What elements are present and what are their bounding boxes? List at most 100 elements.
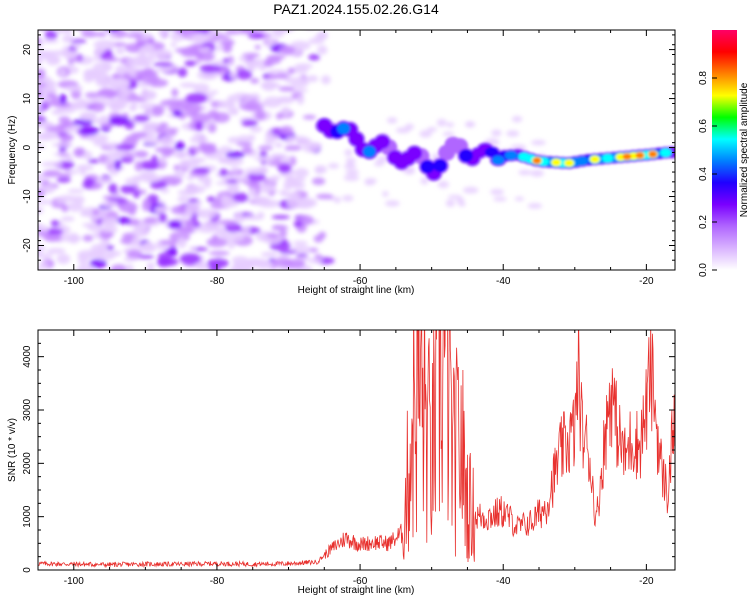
- signal-blob: [660, 148, 672, 157]
- noise-blob: [132, 236, 140, 246]
- noise-blob: [174, 47, 194, 54]
- noise-blob: [382, 191, 389, 197]
- noise-blob: [59, 93, 67, 105]
- noise-blob: [38, 69, 46, 80]
- noise-blob: [135, 23, 146, 27]
- noise-blob: [309, 247, 319, 253]
- noise-blob: [140, 170, 157, 175]
- noise-blob: [185, 203, 201, 213]
- noise-blob: [328, 163, 340, 169]
- signal-blob: [374, 134, 390, 149]
- noise-blob: [267, 69, 288, 74]
- noise-blob: [258, 145, 274, 151]
- noise-blob: [510, 144, 526, 150]
- noise-blob: [131, 227, 150, 238]
- noise-blob: [116, 216, 131, 225]
- noise-blob: [80, 30, 98, 38]
- noise-blob: [211, 35, 231, 39]
- noise-blob: [125, 33, 144, 38]
- noise-blob: [343, 163, 357, 169]
- signal-blob: [602, 153, 614, 163]
- noise-blob: [316, 45, 328, 55]
- noise-blob: [125, 154, 135, 159]
- colorbar-tick-label: 0.2: [698, 215, 709, 229]
- noise-blob: [44, 235, 62, 242]
- signal-blob: [504, 150, 518, 161]
- noise-blob: [245, 56, 255, 61]
- noise-blob: [466, 121, 474, 128]
- noise-blob: [38, 121, 55, 129]
- noise-blob: [288, 30, 294, 31]
- snr-y-axis-label: SNR (10 * v/v): [7, 418, 18, 482]
- noise-blob: [101, 200, 119, 208]
- noise-blob: [420, 177, 429, 185]
- noise-blob: [143, 217, 158, 224]
- noise-blob: [134, 150, 149, 158]
- noise-blob: [108, 250, 122, 257]
- noise-blob: [73, 42, 81, 49]
- noise-blob: [242, 215, 264, 221]
- noise-blob: [275, 72, 288, 80]
- noise-blob: [223, 157, 244, 166]
- noise-blob: [247, 32, 265, 39]
- noise-blob: [44, 30, 58, 40]
- y-tick-label: 4000: [22, 345, 33, 368]
- noise-blob: [184, 60, 196, 67]
- noise-blob: [75, 23, 88, 29]
- noise-blob: [297, 94, 305, 105]
- y-tick-label: 2000: [22, 452, 33, 475]
- noise-blob: [177, 237, 187, 249]
- noise-blob: [196, 222, 219, 233]
- noise-blob: [260, 251, 279, 257]
- noise-blob: [208, 109, 219, 119]
- noise-blob: [189, 136, 209, 144]
- noise-blob: [217, 219, 238, 226]
- noise-blob: [215, 45, 223, 52]
- noise-blob: [250, 126, 262, 133]
- noise-blob: [138, 189, 147, 195]
- noise-blob: [55, 198, 68, 204]
- x-tick-label: -100: [64, 276, 84, 287]
- noise-blob: [60, 136, 73, 142]
- noise-blob: [170, 42, 177, 48]
- signal-blob: [564, 159, 575, 167]
- noise-blob: [143, 67, 155, 74]
- signal-blob: [363, 145, 376, 158]
- noise-blob: [184, 210, 194, 218]
- noise-blob: [96, 177, 114, 183]
- signal-track: [315, 117, 675, 182]
- noise-blob: [108, 116, 130, 126]
- spectrogram-y-axis-label: Frequency (Hz): [7, 116, 18, 185]
- noise-blob: [247, 171, 266, 182]
- noise-blob: [195, 121, 204, 132]
- noise-blob: [259, 150, 268, 158]
- noise-blob: [345, 157, 357, 163]
- signal-blob: [433, 159, 448, 173]
- noise-blob: [106, 245, 114, 251]
- noise-blob: [152, 62, 174, 67]
- spectrogram-axes-frame: [37, 29, 676, 271]
- colorbar-tick-label: 0.4: [698, 167, 709, 181]
- noise-blob: [284, 145, 302, 151]
- noise-blob: [51, 142, 74, 148]
- noise-blob: [125, 264, 134, 270]
- noise-blob: [245, 101, 261, 110]
- y-tick-label: 10: [22, 93, 33, 105]
- noise-blob: [237, 30, 257, 35]
- noise-blob: [134, 161, 143, 172]
- noise-blob: [210, 90, 219, 95]
- noise-blob: [321, 75, 331, 85]
- noise-blob: [153, 49, 173, 59]
- noise-blob: [92, 208, 100, 216]
- x-tick-label: -20: [639, 576, 654, 587]
- noise-blob: [50, 220, 60, 227]
- noise-blob: [248, 187, 257, 198]
- noise-blob: [311, 177, 326, 186]
- noise-blob: [101, 217, 118, 227]
- signal-blob: [589, 155, 600, 164]
- noise-blob: [131, 100, 138, 111]
- noise-blob: [159, 239, 178, 246]
- noise-blob: [405, 123, 414, 130]
- noise-blob: [386, 117, 398, 124]
